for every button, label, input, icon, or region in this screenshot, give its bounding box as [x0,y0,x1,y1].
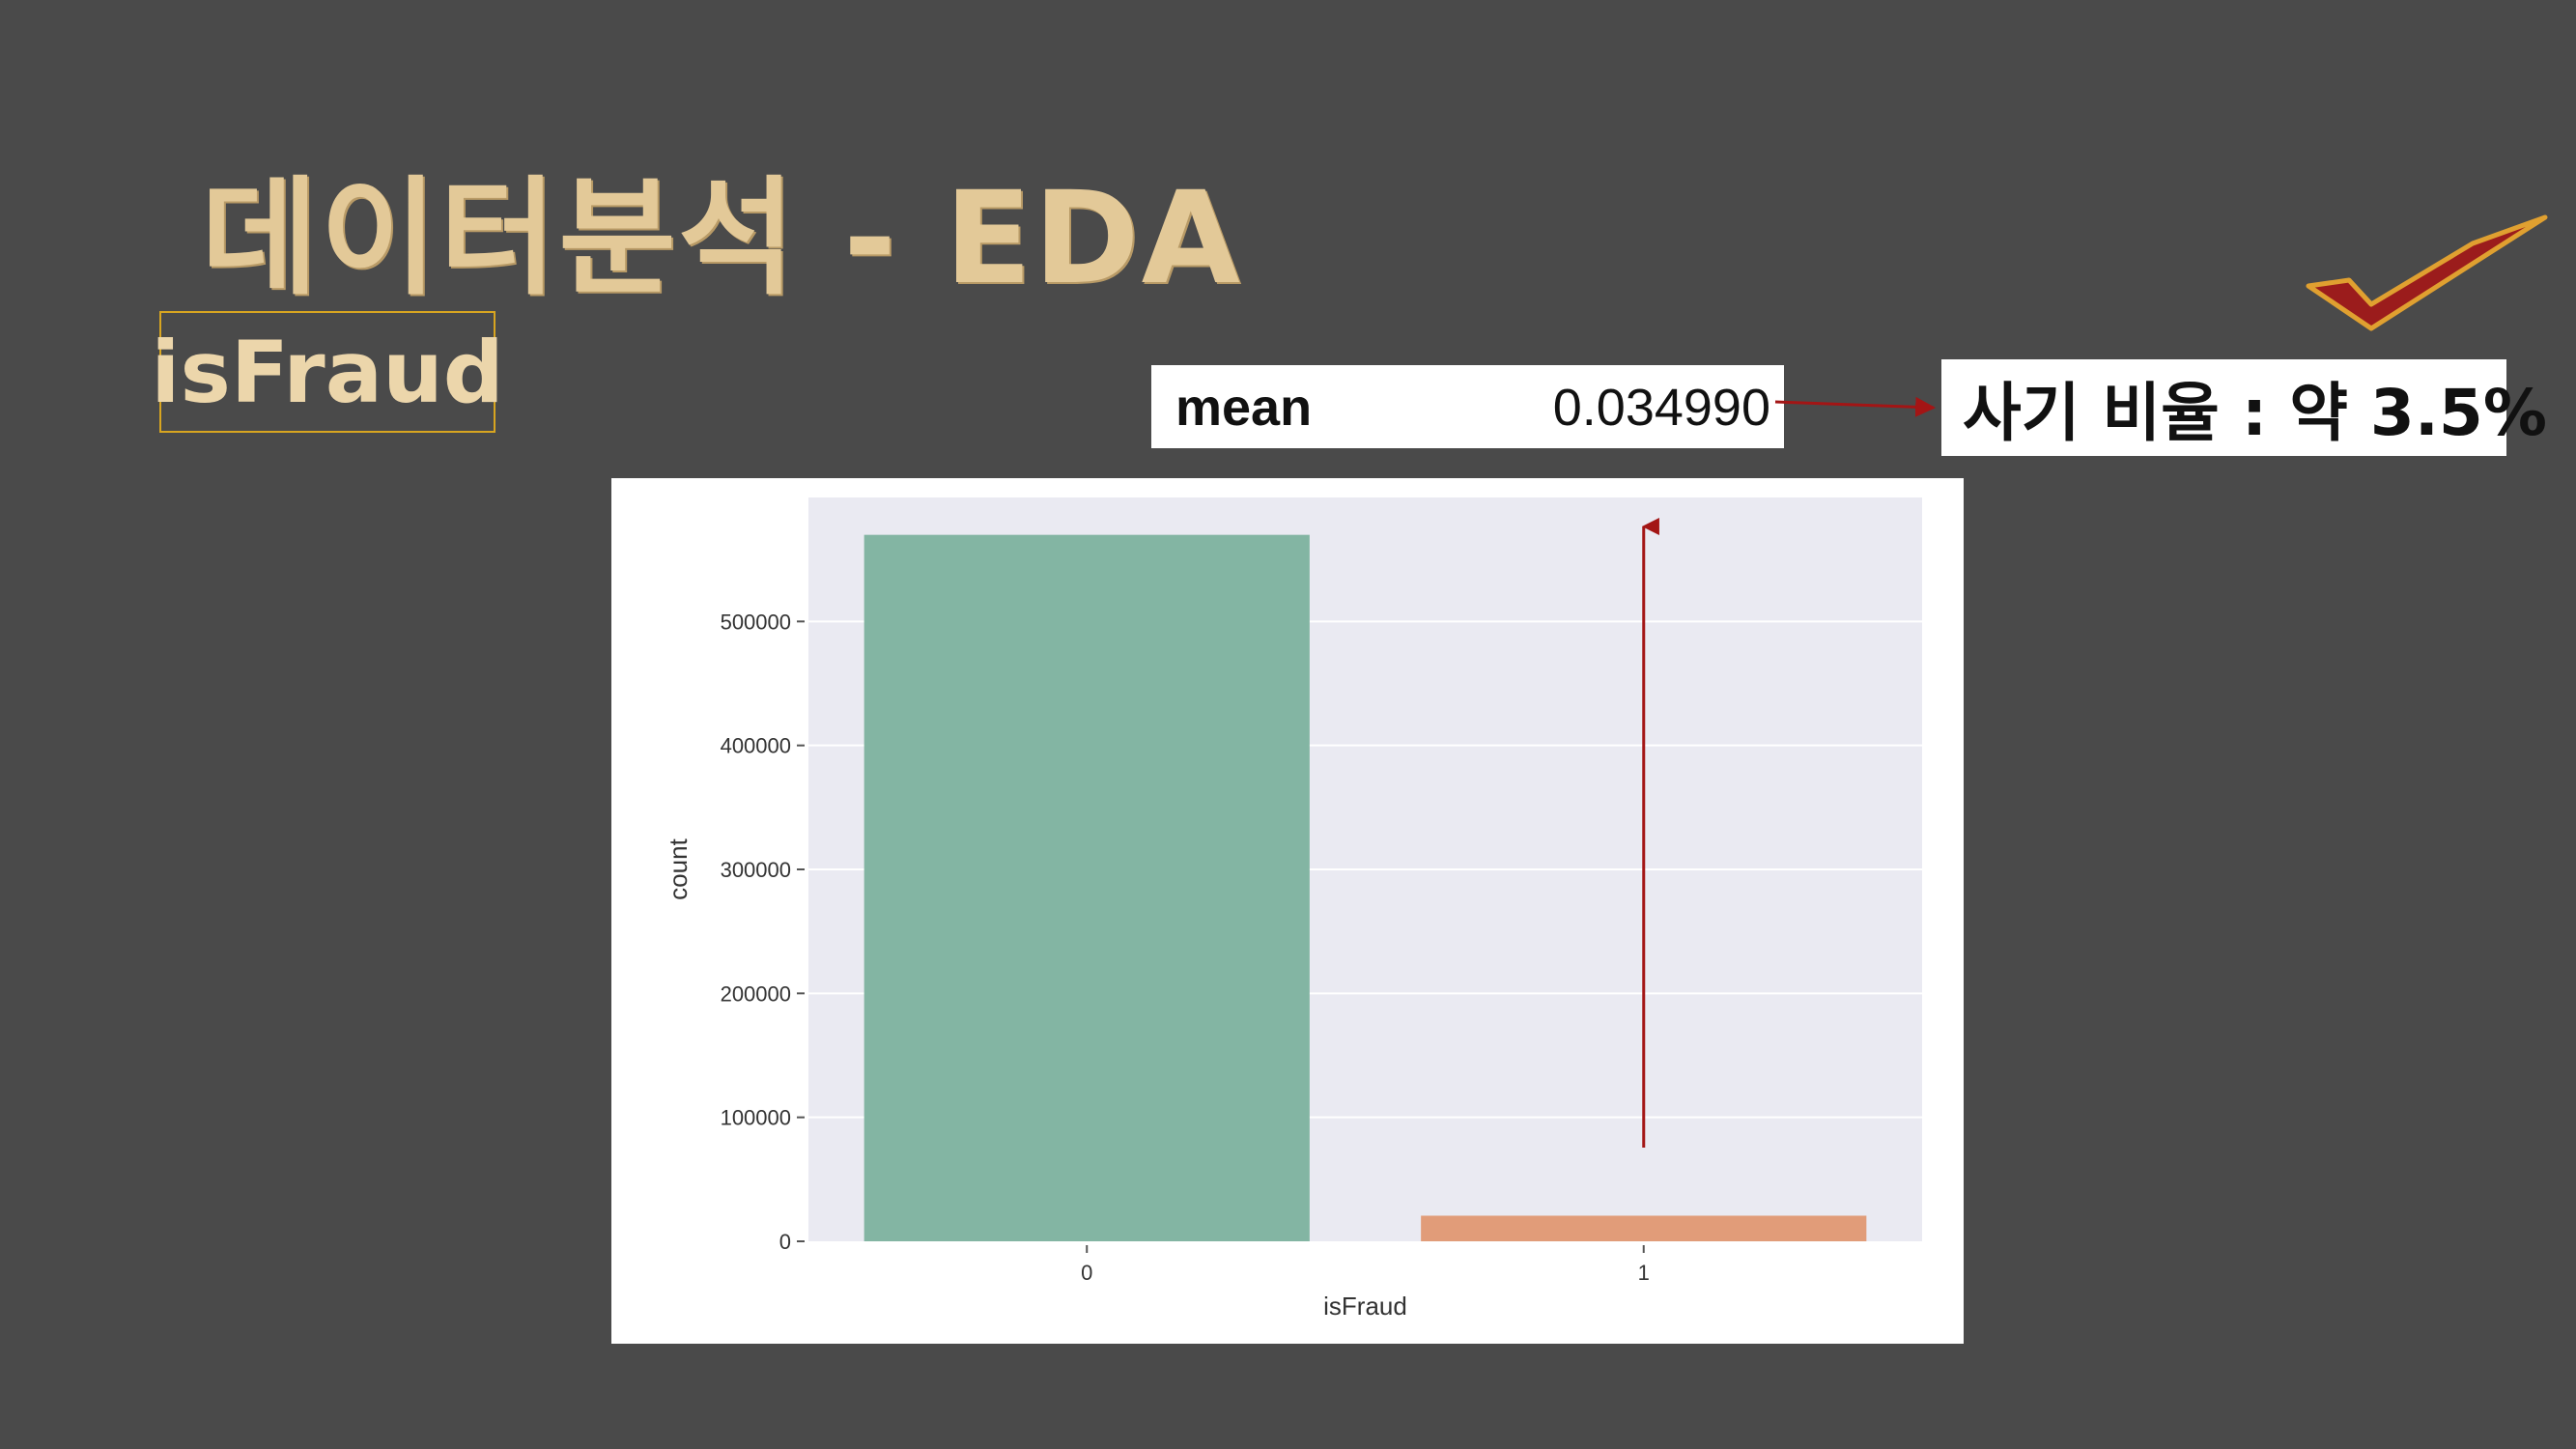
x-tick-label: 0 [1081,1261,1092,1285]
chart-card: 0 100000 200000 300000 400000 500000 0 1 isFraud… [611,478,1964,1344]
mean-label: mean [1175,379,1313,437]
variable-label-box: isFraud [151,311,504,433]
bar [1421,1215,1867,1241]
mean-to-ratio-arrow [1774,396,1937,417]
y-tick-label: 0 [779,1230,791,1254]
mean-value: 0.034990 [1552,379,1770,437]
y-tick-label: 300000 [721,858,791,882]
x-axis-label: isFraud [1323,1292,1407,1321]
mean-stat-box: mean 0.034990 [1151,365,1784,448]
y-tick-label: 500000 [721,610,791,634]
slide-title: 데이터분석 - EDA [201,164,1242,313]
fraud-ratio-text: 사기 비율 : 약 3.5% [1963,376,2547,450]
bar [863,534,1310,1241]
y-tick-label: 400000 [721,734,791,758]
y-axis-label: count [664,838,693,899]
fraud-ratio-box: 사기 비율 : 약 3.5% [1941,359,2547,456]
x-tick-label: 1 [1638,1261,1650,1285]
y-tick-label: 100000 [721,1106,791,1130]
check-mark-icon [2306,214,2548,331]
variable-label: isFraud [151,322,504,422]
y-tick-label: 200000 [721,981,791,1006]
bar-chart: 0 100000 200000 300000 400000 500000 0 1 isFraud… [664,497,1922,1321]
